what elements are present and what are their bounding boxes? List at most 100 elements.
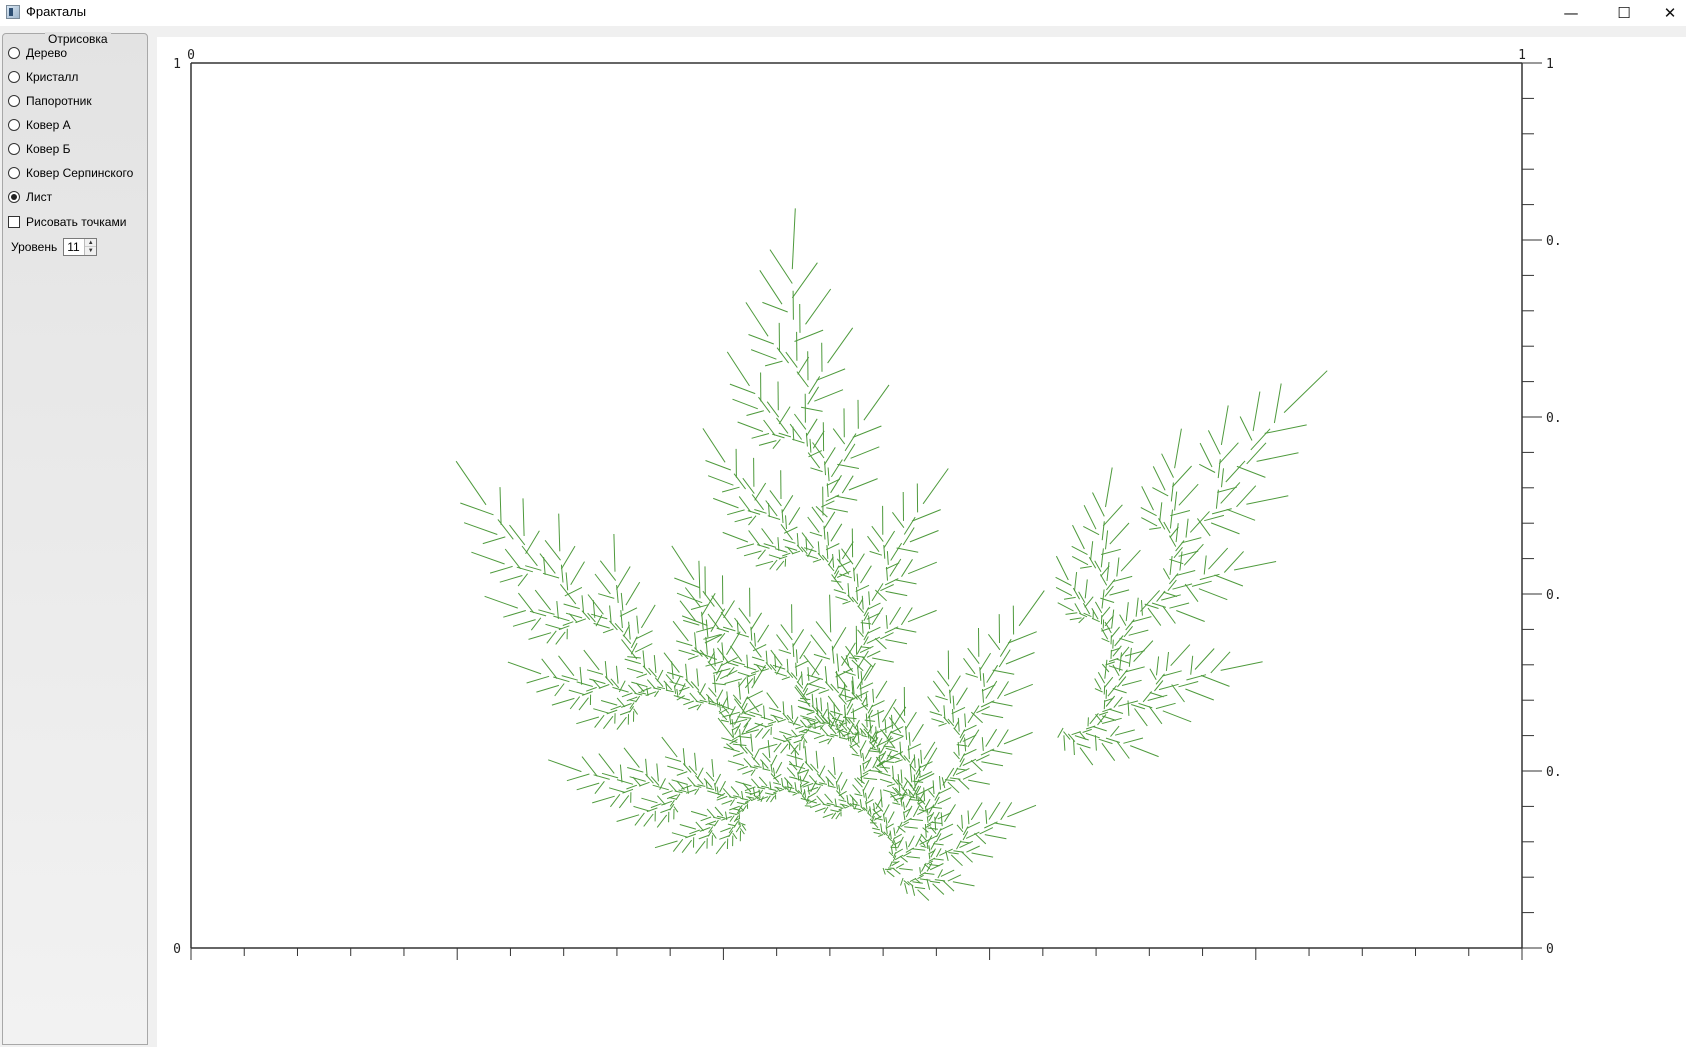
leaf-stroke: [962, 734, 977, 742]
leaf-stroke: [798, 769, 810, 774]
leaf-stroke: [609, 605, 612, 624]
spin-down-icon[interactable]: ▼: [87, 248, 94, 254]
leaf-stroke: [689, 692, 698, 703]
radio-indicator[interactable]: [8, 47, 20, 59]
leaf-stroke: [971, 852, 994, 858]
leaf-stroke: [959, 758, 965, 768]
leaf-stroke: [905, 805, 913, 818]
leaf-stroke: [702, 428, 726, 463]
leaf-stroke: [762, 301, 788, 313]
leaf-stroke: [893, 827, 896, 836]
leaf-stroke: [864, 756, 872, 769]
radio-carpet-a[interactable]: Ковер А: [8, 116, 71, 134]
radio-leaf[interactable]: Лист: [8, 188, 52, 206]
leaf-stroke: [746, 410, 765, 416]
radio-indicator[interactable]: [8, 119, 20, 131]
leaf-stroke: [628, 621, 631, 640]
radio-fern[interactable]: Папоротник: [8, 92, 92, 110]
leaf-stroke: [1172, 583, 1193, 590]
spin-up-icon[interactable]: ▲: [85, 239, 97, 247]
radio-indicator[interactable]: [8, 167, 20, 179]
radio-indicator[interactable]: [8, 95, 20, 107]
leaf-stroke: [891, 840, 896, 847]
leaf-stroke: [719, 835, 730, 840]
leaf-stroke: [850, 446, 880, 459]
leaf-stroke: [956, 687, 968, 706]
leaf-stroke: [663, 680, 673, 691]
leaf-stroke: [889, 751, 904, 759]
leaf-stroke: [812, 558, 822, 563]
leaf-stroke: [803, 738, 808, 744]
leaf-stroke: [543, 556, 546, 575]
leaf-stroke: [888, 717, 902, 734]
y-tick-label: 1: [173, 57, 181, 72]
leaf-stroke: [776, 665, 782, 675]
level-spinbox[interactable]: 11 ▲ ▼: [63, 238, 98, 256]
leaf-stroke: [673, 675, 681, 688]
leaf-stroke: [811, 693, 814, 708]
leaf-stroke: [586, 669, 604, 675]
leaf-stroke: [841, 803, 846, 809]
leaf-stroke: [860, 622, 872, 625]
leaf-stroke: [721, 800, 733, 805]
leaf-stroke: [751, 778, 760, 789]
leaf-stroke: [849, 794, 858, 804]
leaf-stroke: [871, 815, 875, 822]
leaf-stroke: [681, 839, 692, 854]
leaf-stroke: [906, 856, 921, 859]
leaf-stroke: [1106, 561, 1110, 581]
level-value[interactable]: 11: [67, 240, 80, 254]
leaf-stroke: [892, 765, 894, 780]
leaf-stroke: [1110, 626, 1120, 638]
radio-sierpinski-carpet[interactable]: Ковер Серпинского: [8, 164, 133, 182]
leaf-stroke: [674, 577, 700, 589]
radio-indicator[interactable]: [8, 71, 20, 83]
leaf-stroke: [699, 827, 711, 832]
radio-indicator[interactable]: [8, 143, 20, 155]
minimize-button[interactable]: —: [1563, 4, 1579, 22]
draw-points-checkbox[interactable]: Рисовать точками: [8, 213, 126, 231]
leaf-stroke: [1103, 676, 1114, 689]
leaf-stroke: [967, 810, 970, 825]
leaf-stroke: [720, 704, 730, 714]
leaf-stroke: [795, 684, 808, 701]
leaf-stroke: [719, 669, 738, 680]
leaf-stroke: [768, 707, 782, 713]
leaf-stroke: [1169, 526, 1179, 538]
leaf-stroke: [705, 780, 708, 789]
leaf-stroke: [881, 698, 897, 723]
leaf-stroke: [804, 746, 808, 765]
checkbox-indicator[interactable]: [8, 216, 20, 228]
leaf-stroke: [916, 786, 935, 796]
leaf-stroke: [747, 796, 753, 802]
leaf-stroke: [859, 682, 874, 690]
leaf-stroke: [1004, 683, 1033, 697]
leaf-stroke: [1149, 668, 1157, 681]
leaf-stroke: [849, 742, 859, 748]
leaf-stroke: [650, 776, 660, 786]
leaf-stroke: [870, 747, 877, 751]
radio-crystal[interactable]: Кристалл: [8, 68, 78, 86]
leaf-stroke: [863, 728, 873, 739]
leaf-stroke: [835, 671, 848, 688]
leaf-stroke: [948, 675, 961, 694]
drawing-canvas[interactable]: 0 1 1 0 1 0. 0. 0. 0. 0: [157, 37, 1686, 1047]
leaf-stroke: [813, 653, 831, 660]
leaf-stroke: [917, 805, 935, 816]
leaf-stroke: [1148, 706, 1163, 725]
close-button[interactable]: ✕: [1663, 4, 1677, 22]
leaf-stroke: [871, 700, 885, 708]
leaf-stroke: [1112, 664, 1120, 677]
radio-carpet-b[interactable]: Ковер Б: [8, 140, 70, 158]
leaf-stroke: [838, 799, 847, 802]
leaf-stroke: [861, 656, 874, 668]
radio-indicator[interactable]: [8, 191, 20, 203]
leaf-stroke: [762, 752, 771, 763]
maximize-button[interactable]: ☐: [1617, 4, 1631, 22]
leaf-stroke: [914, 878, 922, 884]
leaf-stroke: [799, 784, 803, 793]
leaf-stroke: [504, 548, 521, 570]
leaf-stroke: [695, 840, 706, 854]
radio-tree[interactable]: Дерево: [8, 44, 67, 62]
leaf-stroke: [812, 430, 825, 449]
